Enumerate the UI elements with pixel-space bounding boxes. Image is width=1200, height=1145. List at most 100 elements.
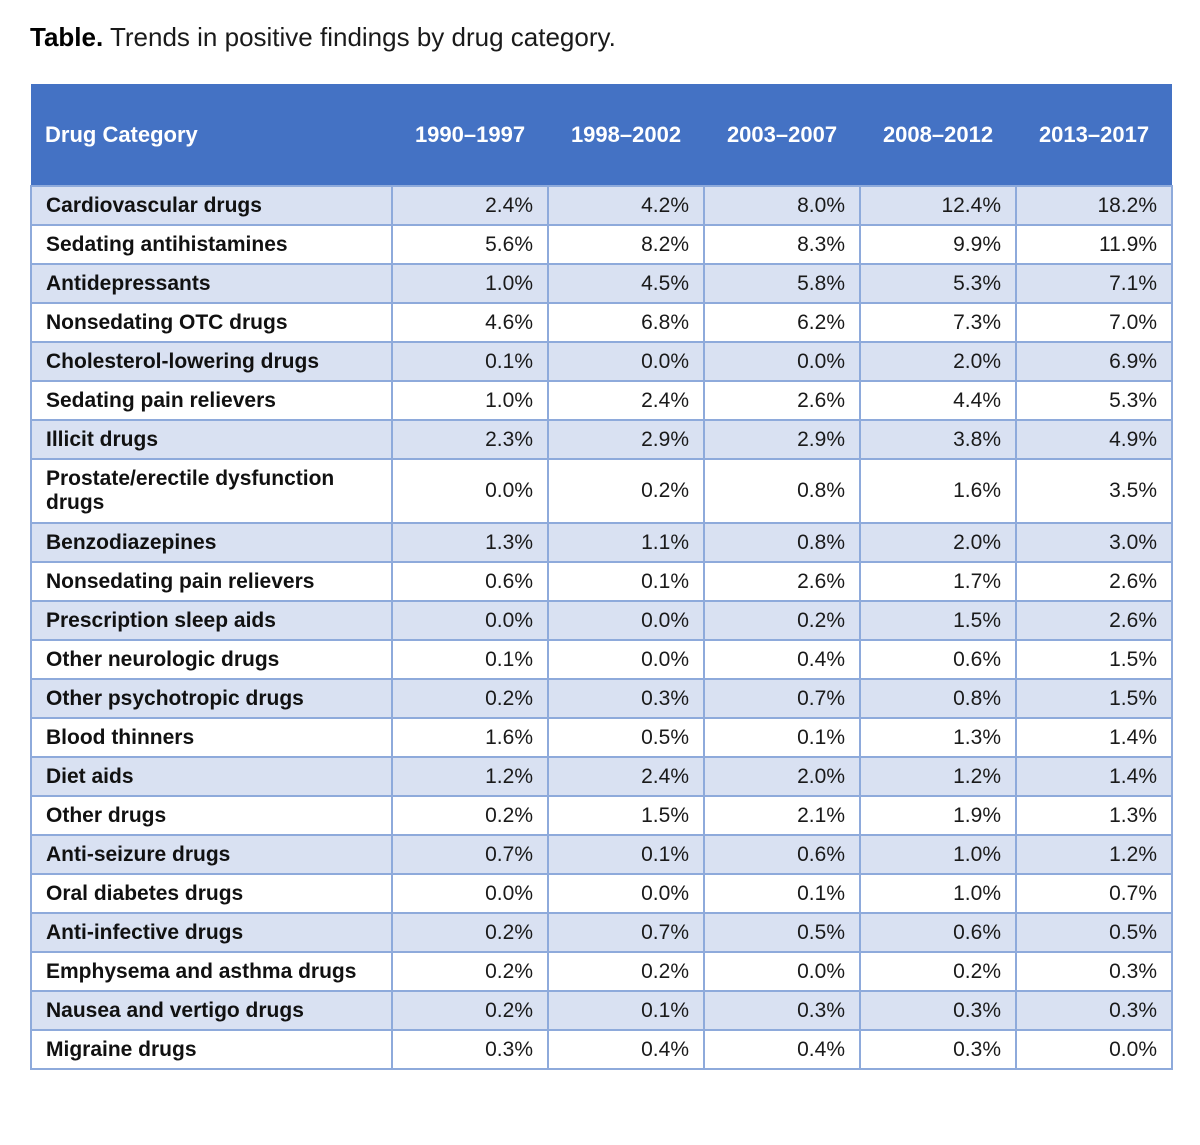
row-value-cell: 2.0%: [859, 522, 1017, 563]
drug-category-table: Drug Category 1990–1997 1998–2002 2003–2…: [30, 84, 1173, 1070]
table-row: Sedating antihistamines 5.6% 8.2% 8.3% 9.9% 1…: [30, 224, 1173, 265]
row-value-cell: 2.0%: [859, 341, 1017, 382]
table-row: Nonsedating pain relievers 0.6% 0.1% 2.6% 1.…: [30, 561, 1173, 602]
table-row: Anti-seizure drugs 0.7% 0.1% 0.6% 1.0% 1.2%: [30, 834, 1173, 875]
row-value-cell: 0.1%: [391, 639, 549, 680]
row-value-cell: 2.9%: [547, 419, 705, 460]
table-row: Benzodiazepines 1.3% 1.1% 0.8% 2.0% 3.0%: [30, 522, 1173, 563]
row-value-cell: 0.2%: [391, 990, 549, 1031]
table-row: Sedating pain relievers 1.0% 2.4% 2.6% 4.4% 5…: [30, 380, 1173, 421]
row-value-cell: 1.5%: [1015, 639, 1173, 680]
row-category-cell: Anti-seizure drugs: [30, 834, 393, 875]
table-row: Prostate/erectile dysfunction drugs 0.0% 0…: [30, 458, 1173, 524]
caption-label: Table.: [30, 22, 104, 52]
row-value-cell: 0.1%: [703, 717, 861, 758]
row-value-cell: 1.5%: [859, 600, 1017, 641]
row-category-cell: Other drugs: [30, 795, 393, 836]
row-value-cell: 0.0%: [391, 458, 549, 524]
row-value-cell: 1.0%: [859, 873, 1017, 914]
row-value-cell: 0.1%: [547, 561, 705, 602]
row-value-cell: 1.7%: [859, 561, 1017, 602]
table-row: Other drugs 0.2% 1.5% 2.1% 1.9% 1.3%: [30, 795, 1173, 836]
row-value-cell: 0.0%: [391, 600, 549, 641]
row-value-cell: 1.3%: [391, 522, 549, 563]
row-category-cell: Diet aids: [30, 756, 393, 797]
row-value-cell: 0.7%: [391, 834, 549, 875]
row-value-cell: 1.5%: [547, 795, 705, 836]
row-value-cell: 2.1%: [703, 795, 861, 836]
table-row: Anti-infective drugs 0.2% 0.7% 0.5% 0.6% 0.5%: [30, 912, 1173, 953]
row-value-cell: 0.5%: [1015, 912, 1173, 953]
table-row: Prescription sleep aids 0.0% 0.0% 0.2% 1.5% 2…: [30, 600, 1173, 641]
table-row: Other neurologic drugs 0.1% 0.0% 0.4% 0.6% 1.…: [30, 639, 1173, 680]
row-value-cell: 1.5%: [1015, 678, 1173, 719]
row-value-cell: 2.6%: [703, 380, 861, 421]
row-category-cell: Nausea and vertigo drugs: [30, 990, 393, 1031]
row-value-cell: 0.2%: [703, 600, 861, 641]
row-value-cell: 8.2%: [547, 224, 705, 265]
row-value-cell: 0.1%: [547, 834, 705, 875]
row-category-cell: Nonsedating pain relievers: [30, 561, 393, 602]
row-value-cell: 0.5%: [547, 717, 705, 758]
row-category-cell: Nonsedating OTC drugs: [30, 302, 393, 343]
row-value-cell: 0.3%: [859, 990, 1017, 1031]
row-value-cell: 7.3%: [859, 302, 1017, 343]
table-row: Cholesterol-lowering drugs 0.1% 0.0% 0.0% 2.…: [30, 341, 1173, 382]
table-row: Cardiovascular drugs 2.4% 4.2% 8.0% 12.4% 18.…: [30, 185, 1173, 226]
row-value-cell: 4.5%: [547, 263, 705, 304]
row-value-cell: 0.6%: [391, 561, 549, 602]
column-header-1998-2002: 1998–2002: [548, 84, 704, 186]
row-value-cell: 0.0%: [703, 341, 861, 382]
row-category-cell: Blood thinners: [30, 717, 393, 758]
table-row: Illicit drugs 2.3% 2.9% 2.9% 3.8% 4.9%: [30, 419, 1173, 460]
row-value-cell: 2.6%: [1015, 600, 1173, 641]
row-value-cell: 1.9%: [859, 795, 1017, 836]
row-value-cell: 1.0%: [391, 380, 549, 421]
table-row: Nonsedating OTC drugs 4.6% 6.8% 6.2% 7.3% 7.0…: [30, 302, 1173, 343]
row-category-cell: Migraine drugs: [30, 1029, 393, 1070]
row-value-cell: 0.2%: [391, 678, 549, 719]
row-value-cell: 1.0%: [859, 834, 1017, 875]
row-value-cell: 2.4%: [547, 380, 705, 421]
row-value-cell: 4.9%: [1015, 419, 1173, 460]
row-value-cell: 0.3%: [859, 1029, 1017, 1070]
row-value-cell: 1.2%: [859, 756, 1017, 797]
table-row: Oral diabetes drugs 0.0% 0.0% 0.1% 1.0% 0.7%: [30, 873, 1173, 914]
row-value-cell: 11.9%: [1015, 224, 1173, 265]
row-value-cell: 2.9%: [703, 419, 861, 460]
column-header-1990-1997: 1990–1997: [392, 84, 548, 186]
table-row: Other psychotropic drugs 0.2% 0.3% 0.7% 0.8%…: [30, 678, 1173, 719]
table-body: Cardiovascular drugs 2.4% 4.2% 8.0% 12.4% 18.…: [30, 185, 1173, 1070]
row-value-cell: 4.2%: [547, 185, 705, 226]
row-category-cell: Anti-infective drugs: [30, 912, 393, 953]
row-value-cell: 1.3%: [1015, 795, 1173, 836]
row-value-cell: 9.9%: [859, 224, 1017, 265]
column-header-2008-2012: 2008–2012: [860, 84, 1016, 186]
row-value-cell: 1.2%: [1015, 834, 1173, 875]
row-value-cell: 0.3%: [1015, 990, 1173, 1031]
row-value-cell: 2.3%: [391, 419, 549, 460]
row-value-cell: 4.4%: [859, 380, 1017, 421]
row-value-cell: 2.6%: [703, 561, 861, 602]
row-value-cell: 5.3%: [1015, 380, 1173, 421]
row-value-cell: 0.8%: [703, 458, 861, 524]
row-value-cell: 3.8%: [859, 419, 1017, 460]
row-value-cell: 6.9%: [1015, 341, 1173, 382]
row-value-cell: 0.2%: [391, 795, 549, 836]
row-value-cell: 0.6%: [859, 912, 1017, 953]
row-category-cell: Other neurologic drugs: [30, 639, 393, 680]
row-category-cell: Oral diabetes drugs: [30, 873, 393, 914]
row-value-cell: 0.4%: [703, 1029, 861, 1070]
row-value-cell: 5.6%: [391, 224, 549, 265]
row-value-cell: 0.2%: [547, 951, 705, 992]
table-caption: Table. Trends in positive findings by dr…: [30, 20, 616, 54]
row-value-cell: 2.4%: [391, 185, 549, 226]
table-row: Emphysema and asthma drugs 0.2% 0.2% 0.0% 0.…: [30, 951, 1173, 992]
row-category-cell: Sedating pain relievers: [30, 380, 393, 421]
row-value-cell: 3.0%: [1015, 522, 1173, 563]
row-value-cell: 0.0%: [547, 600, 705, 641]
row-value-cell: 2.0%: [703, 756, 861, 797]
row-value-cell: 0.6%: [859, 639, 1017, 680]
row-value-cell: 1.4%: [1015, 717, 1173, 758]
row-category-cell: Prostate/erectile dysfunction drugs: [30, 458, 393, 524]
